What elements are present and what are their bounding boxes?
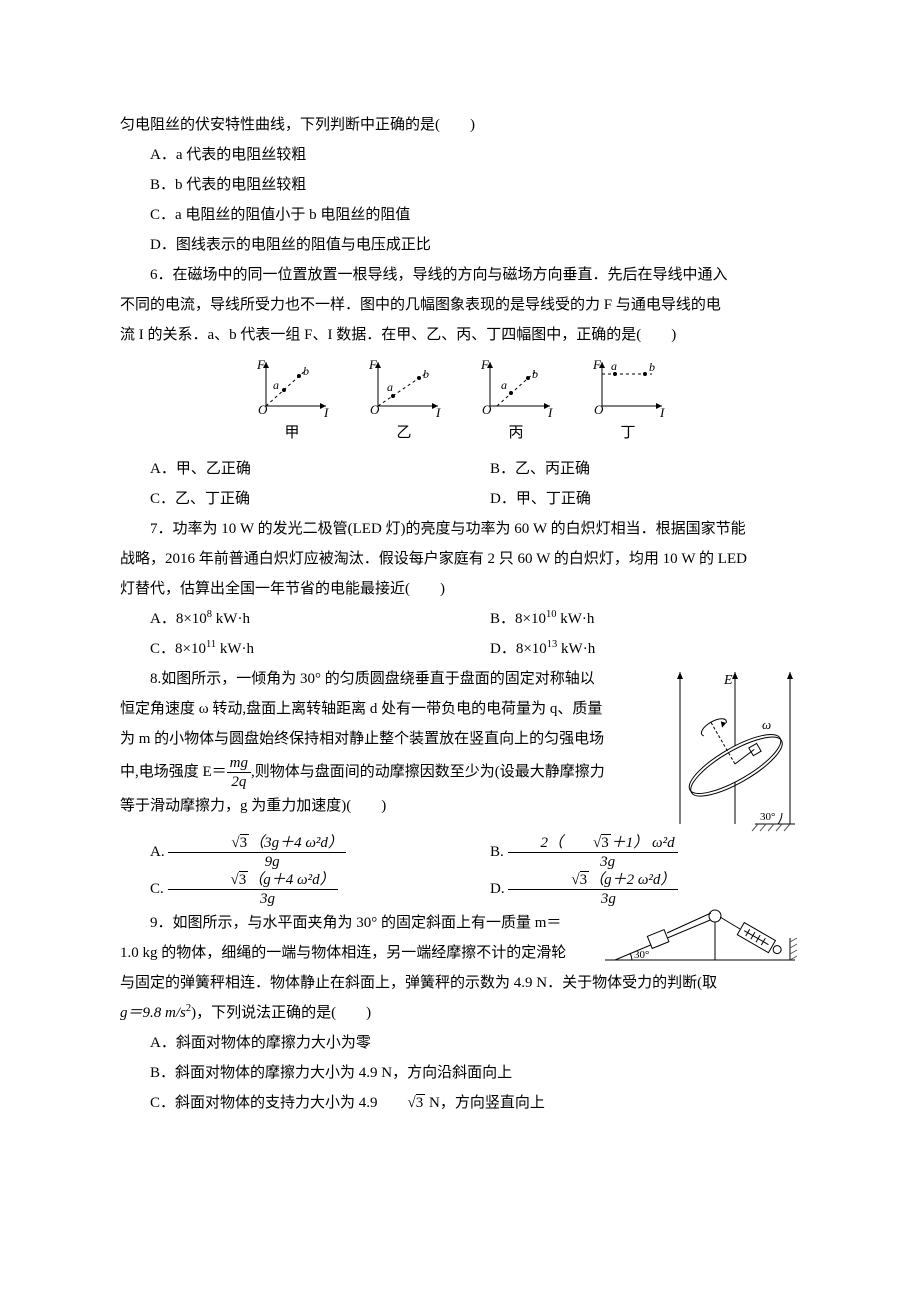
svg-text:F: F [368, 357, 378, 372]
q9-stem-4: g＝9.8 m/s2)，下列说法正确的是( ) [120, 998, 800, 1028]
q7-opt-a: A．8×108 kW·h [120, 604, 460, 634]
q6-opt-c: C．乙、丁正确 [120, 484, 460, 514]
q5-opt-c: C．a 电阻丝的阻值小于 b 电阻丝的阻值 [120, 200, 800, 230]
q6-stem-1: 6．在磁场中的同一位置放置一根导线，导线的方向与磁场方向垂直．先后在导线中通入 [120, 260, 800, 290]
svg-text:E: E [723, 673, 733, 688]
svg-text:F: F [480, 357, 490, 372]
q9-diagram: 30° [600, 908, 800, 968]
svg-text:b: b [532, 367, 538, 381]
svg-text:O: O [594, 402, 604, 417]
q6-label-bing: 丙 [475, 418, 557, 448]
svg-text:O: O [482, 402, 492, 417]
q7-opt-c: C．8×1011 kW·h [120, 634, 460, 664]
svg-text:b: b [423, 367, 429, 381]
svg-text:F: F [256, 357, 266, 372]
svg-text:I: I [323, 405, 329, 418]
q6-opt-d: D．甲、丁正确 [460, 484, 800, 514]
q6-figures: F I O a b 甲 F I O a b 乙 F I O [120, 356, 800, 448]
q6-label-ding: 丁 [587, 418, 669, 448]
q9-opt-a: A．斜面对物体的摩擦力大小为零 [120, 1028, 800, 1058]
q8-opt-b: B. 2（3＋1） ω²d3g [460, 834, 800, 871]
q5-opt-d: D．图线表示的电阻丝的阻值与电压成正比 [120, 230, 800, 260]
svg-text:I: I [435, 405, 441, 418]
q8-opt-c: C. 3（g＋4 ω²d）3g [120, 871, 460, 908]
svg-text:a: a [387, 380, 393, 394]
svg-text:b: b [649, 360, 655, 374]
q7-stem-1: 7．功率为 10 W 的发光二极管(LED 灯)的亮度与功率为 60 W 的白炽… [120, 514, 800, 544]
q9-opt-c: C．斜面对物体的支持力大小为 4.93 N，方向竖直向上 [120, 1088, 800, 1118]
q6-stem-2: 不同的电流，导线所受力也不一样．图中的几幅图象表现的是导线受的力 F 与通电导线… [120, 290, 800, 320]
svg-text:I: I [659, 405, 665, 418]
q6-label-yi: 乙 [363, 418, 445, 448]
q5-opt-a: A．a 代表的电阻丝较粗 [120, 140, 800, 170]
svg-text:30°: 30° [760, 811, 775, 823]
q9-opt-b: B．斜面对物体的摩擦力大小为 4.9 N，方向沿斜面向上 [120, 1058, 800, 1088]
svg-text:a: a [611, 359, 617, 373]
svg-text:a: a [273, 378, 279, 392]
svg-text:a: a [501, 378, 507, 392]
svg-text:30°: 30° [634, 949, 649, 961]
svg-text:I: I [547, 405, 553, 418]
svg-text:O: O [258, 402, 268, 417]
q5-opt-b: B．b 代表的电阻丝较粗 [120, 170, 800, 200]
q6-opt-b: B．乙、丙正确 [460, 454, 800, 484]
q7-opt-b: B．8×1010 kW·h [460, 604, 800, 634]
svg-text:ω: ω [762, 717, 771, 732]
q8-opt-d: D. 3（g＋2 ω²d）3g [460, 871, 800, 908]
svg-text:b: b [303, 364, 309, 378]
svg-text:O: O [370, 402, 380, 417]
q8-diagram: E ω 30° [660, 664, 800, 834]
q7-opt-d: D．8×1013 kW·h [460, 634, 800, 664]
q6-stem-3: 流 I 的关系．a、b 代表一组 F、I 数据．在甲、乙、丙、丁四幅图中，正确的… [120, 320, 800, 350]
svg-text:F: F [592, 357, 602, 372]
q7-stem-3: 灯替代，估算出全国一年节省的电能最接近( ) [120, 574, 800, 604]
q6-opt-a: A．甲、乙正确 [120, 454, 460, 484]
q8-opt-a: A. 3（3g＋4 ω²d）9g [120, 834, 460, 871]
q7-stem-2: 战略，2016 年前普通白炽灯应被淘汰．假设每户家庭有 2 只 60 W 的白炽… [120, 544, 800, 574]
q6-label-jia: 甲 [251, 418, 333, 448]
q5-intro: 匀电阻丝的伏安特性曲线，下列判断中正确的是( ) [120, 110, 800, 140]
q9-stem-3: 与固定的弹簧秤相连．物体静止在斜面上，弹簧秤的示数为 4.9 N．关于物体受力的… [120, 968, 800, 998]
